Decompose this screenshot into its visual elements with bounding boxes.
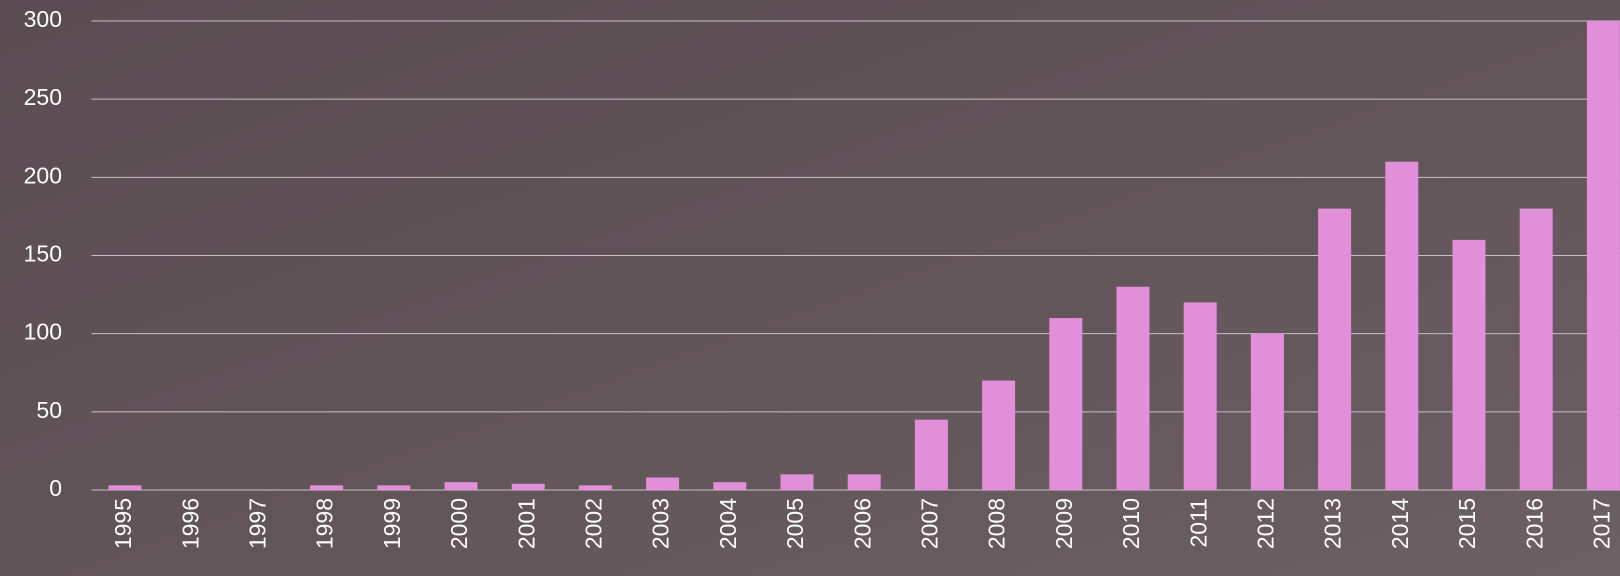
x-tick-label: 2002 [580,498,606,549]
bar [377,485,411,490]
x-tick-label: 2013 [1320,498,1346,549]
bar [1385,161,1419,490]
bar [982,380,1016,490]
y-tick-label: 0 [49,475,62,501]
x-tick-label: 2009 [1051,498,1077,549]
x-tick-label: 2004 [715,498,741,549]
x-tick-label: 1995 [110,498,136,549]
bar [108,485,142,490]
bar [1452,239,1486,490]
y-tick-label: 150 [24,241,62,267]
bar [780,474,814,490]
x-tick-label: 2005 [782,498,808,549]
y-tick-label: 100 [24,319,62,345]
x-tick-label: 1998 [312,498,338,549]
bar [914,419,948,490]
x-tick-label: 2016 [1521,498,1547,549]
x-tick-label: 2010 [1118,498,1144,549]
y-tick-label: 200 [24,162,62,188]
x-tick-label: 2008 [984,498,1010,549]
bar [1250,333,1284,490]
bar [646,477,680,490]
x-tick-label: 2015 [1454,498,1480,549]
x-tick-label: 2014 [1387,498,1413,549]
bar [511,483,545,490]
x-tick-label: 1997 [244,498,270,549]
bar [1519,208,1553,490]
y-tick-label: 300 [24,6,62,32]
x-tick-label: 2003 [648,498,674,549]
x-tick-label: 2000 [446,498,472,549]
x-tick-label: 2007 [916,498,942,549]
bar [310,485,344,490]
bar [444,482,478,490]
x-tick-label: 2017 [1588,498,1614,549]
bar [578,485,612,490]
x-tick-label: 2006 [849,498,875,549]
bar [1183,302,1217,490]
bar [1318,208,1352,490]
bar [847,474,881,490]
y-tick-label: 50 [36,397,62,423]
x-tick-label: 2011 [1185,498,1211,547]
x-tick-label: 2001 [513,498,539,549]
x-tick-label: 1999 [379,498,405,549]
x-tick-label: 1996 [177,498,203,549]
bar [1049,318,1083,490]
bar [1116,286,1150,490]
x-tick-label: 2012 [1252,498,1278,549]
y-tick-label: 250 [24,84,62,110]
bar [1586,21,1620,490]
bar [713,482,747,490]
